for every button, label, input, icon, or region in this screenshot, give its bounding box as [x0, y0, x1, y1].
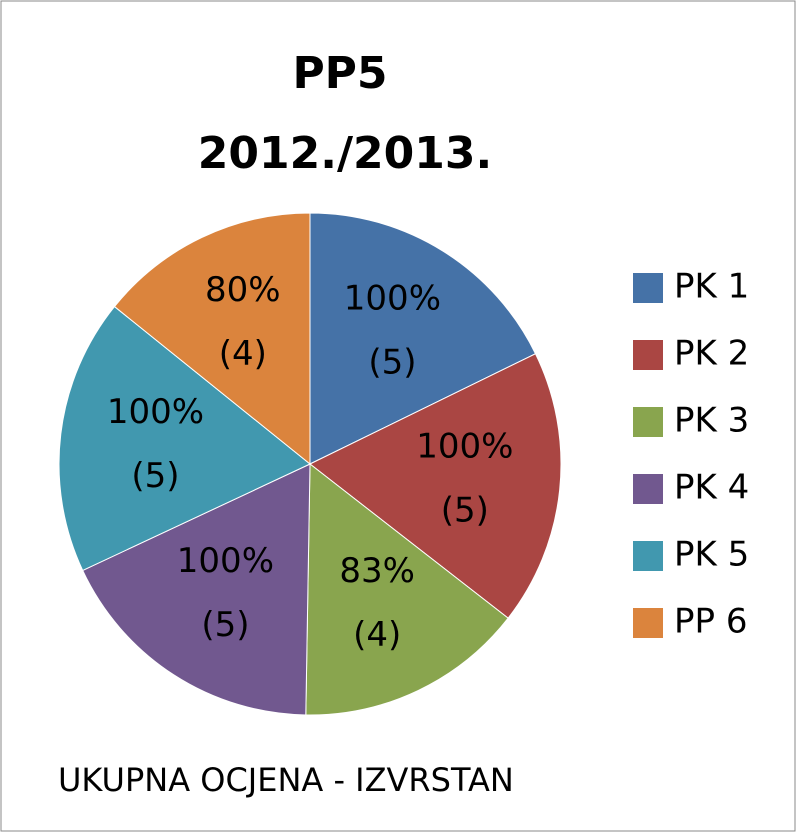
pie-slice: [305, 462, 509, 716]
legend-label: PK 3: [674, 401, 749, 441]
legend-swatch: [633, 541, 663, 571]
chart-title: 2012./2013.: [198, 128, 492, 179]
pie-slice: [82, 463, 311, 716]
data-label: 100%: [177, 541, 274, 581]
legend-label: PP 6: [674, 602, 747, 642]
legend-label: PK 5: [674, 535, 749, 575]
legend-swatch: [633, 474, 663, 504]
data-count-label: (5): [131, 456, 179, 496]
annotation: UKUPNA OCJENA - IZVRSTAN: [58, 761, 514, 799]
legend-swatch: [633, 407, 663, 437]
legend-label: PK 1: [674, 267, 749, 307]
chart-title: PP5: [292, 48, 387, 99]
data-label: 100%: [344, 278, 441, 318]
data-label: 100%: [416, 427, 513, 467]
legend-swatch: [633, 608, 663, 638]
data-label: 83%: [339, 551, 415, 591]
pie-slice: [309, 212, 537, 465]
data-count-label: (5): [201, 605, 249, 645]
data-count-label: (5): [441, 491, 489, 531]
data-label: 80%: [205, 270, 281, 310]
data-count-label: (4): [219, 334, 267, 374]
pie-slice: [58, 305, 311, 572]
data-count-label: (5): [368, 342, 416, 382]
data-count-label: (4): [353, 615, 401, 655]
data-label: 100%: [107, 392, 204, 432]
pie-slice: [309, 353, 562, 619]
legend-swatch: [633, 273, 663, 303]
legend-label: PK 2: [674, 334, 749, 374]
pie-slice: [113, 212, 311, 466]
legend-label: PK 4: [674, 468, 749, 508]
legend-swatch: [633, 340, 663, 370]
